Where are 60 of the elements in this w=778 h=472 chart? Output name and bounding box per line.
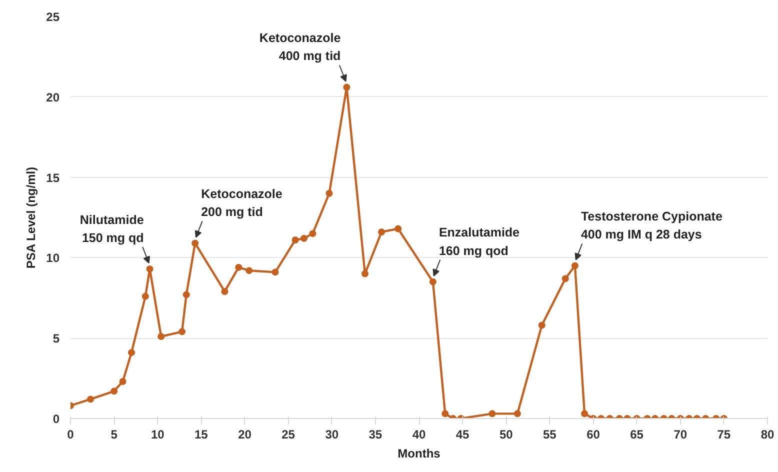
point xyxy=(119,378,126,386)
point xyxy=(272,268,279,276)
x-tick-label: 45 xyxy=(456,428,470,442)
x-axis-title: Months xyxy=(398,446,441,460)
annotation: Nilutamide 150 mg qd xyxy=(80,212,144,245)
y-tick-label: 0 xyxy=(52,412,60,426)
annotation: Enzalutamide 160 mg qod xyxy=(438,226,520,258)
point xyxy=(178,328,186,336)
y-tick-label: 15 xyxy=(46,170,60,185)
point xyxy=(292,236,299,244)
point xyxy=(146,265,154,272)
x-tick-label: 0 xyxy=(67,428,74,442)
point xyxy=(158,333,165,340)
annotation: Ketoconazole 200 mg tid xyxy=(201,187,282,220)
annotation: Ketoconazole 400 mg tid xyxy=(259,31,341,64)
point xyxy=(394,225,402,232)
point xyxy=(562,275,569,282)
point xyxy=(343,84,350,91)
point xyxy=(128,349,135,356)
x-tick-label: 60 xyxy=(586,428,600,442)
point xyxy=(221,288,228,295)
point xyxy=(326,190,333,197)
x-tick-label: 30 xyxy=(325,428,339,442)
y-tick-label: 10 xyxy=(46,251,60,266)
annotation: Testosterone Cypionate 400 mg IM q 28 days xyxy=(580,210,722,242)
y-axis-title: PSA Level (ng/ml) xyxy=(24,166,38,269)
x-tick-label: 55 xyxy=(543,428,557,442)
point xyxy=(309,230,316,238)
point xyxy=(581,410,588,418)
x-tick-label: 5 xyxy=(110,428,118,442)
point xyxy=(488,410,496,418)
x-tick-label: 15 xyxy=(194,428,208,442)
point xyxy=(110,388,118,395)
x-tick-label: 40 xyxy=(412,428,426,442)
point xyxy=(300,234,308,242)
y-tick-label: 20 xyxy=(46,90,60,104)
y-tick-label: 5 xyxy=(52,332,60,346)
point xyxy=(429,278,436,286)
x-tick-label: 25 xyxy=(282,428,296,442)
point xyxy=(142,292,149,300)
point xyxy=(182,291,190,298)
y-tick-label: 25 xyxy=(46,10,60,24)
x-tick-label: 20 xyxy=(238,428,252,442)
point xyxy=(571,262,578,270)
x-tick-label: 10 xyxy=(150,428,165,442)
point xyxy=(538,322,546,329)
point xyxy=(192,240,199,247)
point xyxy=(87,396,94,403)
x-tick-label: 75 xyxy=(717,428,731,442)
point xyxy=(235,264,242,271)
x-tick-label: 35 xyxy=(368,428,382,442)
point xyxy=(246,267,253,274)
point xyxy=(442,410,449,418)
x-tick-label: 65 xyxy=(630,428,644,442)
x-tick-label: 70 xyxy=(674,428,688,442)
point xyxy=(378,228,386,236)
point xyxy=(514,410,521,418)
x-tick-label: 50 xyxy=(499,428,514,442)
x-tick-label: 80 xyxy=(760,428,774,442)
point xyxy=(361,270,368,278)
